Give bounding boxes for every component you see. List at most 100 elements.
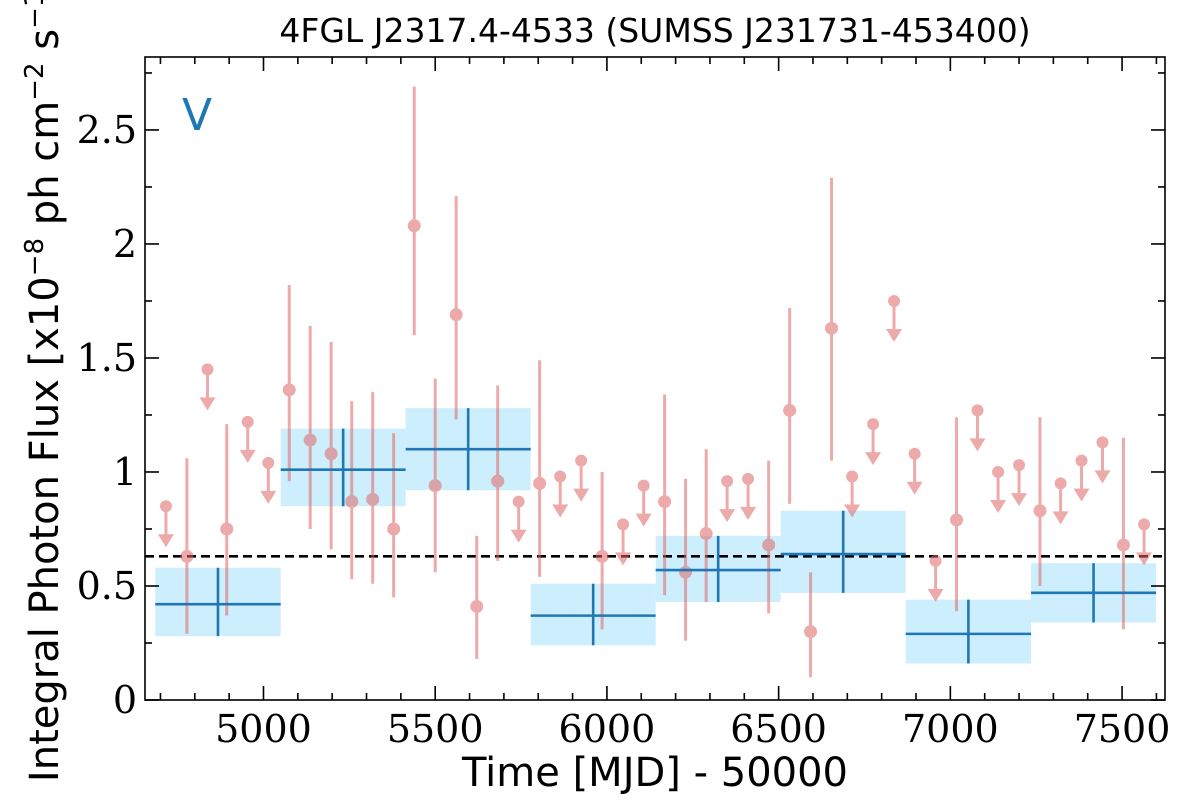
detection-point	[825, 177, 839, 461]
detection-point	[282, 285, 296, 482]
upper-limit-arrow	[1073, 488, 1090, 502]
bin-marker	[280, 428, 406, 507]
flux-marker	[303, 433, 317, 447]
upper-limit	[1136, 518, 1153, 566]
flux-marker	[449, 308, 463, 322]
upper-limit-arrow	[239, 449, 256, 463]
flux-marker	[804, 625, 818, 639]
upper-limit	[260, 456, 277, 504]
upper-limit	[1094, 436, 1111, 484]
upper-limit-arrow	[199, 397, 216, 411]
upper-limit-arrow	[844, 504, 861, 518]
y-tick-label: 0.5	[77, 564, 137, 608]
upper-limit	[1073, 454, 1090, 502]
flux-marker	[180, 549, 194, 563]
upper-limit-arrow	[969, 438, 986, 452]
flux-marker	[324, 447, 338, 461]
flux-marker	[762, 538, 776, 552]
upper-limit-arrow	[573, 488, 590, 502]
flux-marker	[533, 476, 547, 490]
upper-limit-arrow	[906, 481, 923, 495]
upper-limit-arrow	[886, 328, 903, 342]
flux-marker	[282, 383, 296, 397]
tick-labels: 5000 5500 6000 6500 7000 7500 0 0.5 1 1.5 2 2.5	[77, 108, 1171, 751]
detection-point	[470, 535, 484, 659]
axis-ticks	[145, 57, 1165, 701]
upper-limit-arrow	[615, 552, 632, 566]
flux-marker	[428, 479, 442, 493]
detection-point	[1116, 437, 1130, 630]
detection-point	[595, 471, 609, 630]
detection-point	[950, 417, 964, 612]
detection-point	[366, 392, 380, 584]
flux-marker	[679, 565, 693, 579]
detection-point	[658, 394, 672, 596]
upper-limit	[927, 554, 944, 602]
bin-marker	[905, 599, 1032, 664]
upper-limit-arrow	[157, 534, 174, 548]
detection-point	[491, 385, 505, 561]
upper-limit	[552, 470, 569, 518]
upper-limit-arrow	[990, 499, 1007, 513]
upper-limit	[865, 418, 882, 466]
detection-point	[1033, 417, 1047, 586]
x-tick-label: 7500	[1074, 707, 1171, 751]
flux-marker	[220, 522, 234, 536]
detection-point	[407, 86, 421, 336]
detection-point	[428, 378, 442, 573]
y-tick-label: 1	[113, 450, 137, 494]
plot-frame	[144, 56, 1166, 701]
detection-point	[804, 572, 818, 678]
upper-limit-arrow	[1052, 511, 1069, 525]
flux-marker	[1033, 504, 1047, 518]
upper-limit	[239, 415, 256, 463]
upper-limit-arrow	[552, 504, 569, 518]
detection-point	[303, 326, 317, 529]
upper-limit	[969, 404, 986, 452]
detection-point	[762, 460, 776, 614]
upper-limit	[906, 447, 923, 495]
detection-point	[387, 433, 401, 598]
x-tick-label: 5500	[387, 707, 484, 751]
flux-marker	[699, 527, 713, 541]
detection-point	[345, 401, 359, 580]
upper-limit	[1011, 459, 1028, 507]
upper-limit-arrow	[1136, 552, 1153, 566]
upper-limit-arrow	[719, 509, 736, 523]
upper-limit	[157, 500, 174, 548]
upper-limit-arrow	[1011, 493, 1028, 507]
bin-marker	[655, 535, 781, 602]
flux-marker	[491, 474, 505, 488]
detection-point	[533, 360, 547, 577]
bin-marker	[780, 510, 906, 593]
upper-limit-arrow	[260, 490, 277, 504]
upper-limit-arrow	[865, 452, 882, 466]
upper-limit-arrow	[927, 588, 944, 602]
flux-points	[157, 86, 1153, 678]
y-tick-label: 1.5	[77, 336, 137, 380]
detection-point	[324, 342, 338, 550]
upper-limit	[1052, 477, 1069, 525]
flux-marker	[1116, 538, 1130, 552]
upper-limit	[615, 518, 632, 566]
x-tick-label: 6500	[730, 707, 827, 751]
upper-limit-arrow	[635, 513, 652, 527]
upper-limit	[844, 470, 861, 518]
upper-limit	[719, 475, 736, 523]
y-tick-label: 2.5	[77, 108, 137, 152]
bin-marker	[1031, 563, 1157, 623]
bin-bands	[155, 408, 1157, 664]
flux-marker	[470, 600, 484, 614]
upper-limit	[573, 454, 590, 502]
detection-point	[699, 449, 713, 602]
flux-marker	[387, 522, 401, 536]
x-tick-label: 5000	[215, 707, 312, 751]
bin-marker	[155, 567, 281, 637]
bin-marker	[530, 583, 656, 646]
upper-limit	[886, 294, 903, 342]
upper-limit	[635, 479, 652, 527]
detection-point	[783, 307, 797, 504]
detection-point	[220, 424, 234, 616]
flux-marker	[950, 513, 964, 527]
